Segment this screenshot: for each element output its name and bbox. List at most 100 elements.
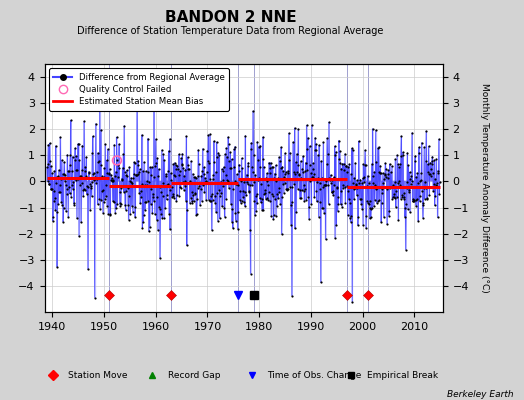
Point xyxy=(275,189,283,195)
Point xyxy=(175,193,183,199)
Point xyxy=(144,198,152,204)
Point xyxy=(158,215,167,221)
Point xyxy=(70,200,78,206)
Point xyxy=(178,162,186,168)
Point xyxy=(372,186,380,192)
Point xyxy=(294,126,302,132)
Point xyxy=(257,199,265,206)
Point xyxy=(233,180,242,187)
Point xyxy=(250,179,258,186)
Point xyxy=(354,214,363,220)
Point xyxy=(399,149,407,155)
Point xyxy=(375,196,384,203)
Point xyxy=(420,196,429,202)
Point xyxy=(294,162,302,168)
Point xyxy=(377,170,385,177)
Point xyxy=(188,198,196,204)
Point xyxy=(246,182,254,189)
Point xyxy=(332,222,341,228)
Point xyxy=(271,196,279,203)
Point xyxy=(148,190,157,197)
Point xyxy=(255,174,264,181)
Point xyxy=(303,146,311,152)
Point xyxy=(433,183,441,189)
Point xyxy=(74,176,82,182)
Point xyxy=(134,162,143,168)
Point xyxy=(219,168,227,174)
Point xyxy=(134,158,142,164)
Point xyxy=(322,181,331,188)
Point xyxy=(364,172,372,179)
Point xyxy=(56,188,64,195)
Point xyxy=(178,161,186,168)
Point xyxy=(166,186,174,193)
Point xyxy=(91,176,99,182)
Point xyxy=(307,201,315,208)
Point xyxy=(330,174,338,180)
Point xyxy=(187,195,195,201)
Point xyxy=(264,196,272,203)
Point xyxy=(390,179,399,186)
Point xyxy=(354,222,362,228)
Point xyxy=(217,190,225,196)
Point xyxy=(381,172,389,178)
Point xyxy=(165,210,173,217)
Point xyxy=(204,197,213,203)
Point xyxy=(228,225,237,231)
Point xyxy=(126,211,135,217)
Point xyxy=(226,149,235,156)
Point xyxy=(243,181,252,188)
Point xyxy=(247,146,255,152)
Point xyxy=(305,216,313,222)
Point xyxy=(425,192,434,198)
Point xyxy=(121,202,129,208)
Point xyxy=(316,199,324,205)
Point xyxy=(132,204,140,210)
Point xyxy=(66,190,74,196)
Point xyxy=(73,215,81,222)
Point xyxy=(224,134,232,140)
Point xyxy=(432,182,440,189)
Point xyxy=(195,180,204,186)
Point xyxy=(412,202,420,209)
Point xyxy=(142,199,150,206)
Point xyxy=(282,169,290,175)
Point xyxy=(343,212,352,218)
Point xyxy=(187,158,195,164)
Point xyxy=(105,166,114,172)
Point xyxy=(151,163,159,169)
Point xyxy=(149,198,158,204)
Point xyxy=(235,161,243,168)
Point xyxy=(221,214,229,220)
Point xyxy=(235,168,244,174)
Point xyxy=(275,185,283,191)
Point xyxy=(237,155,246,161)
Point xyxy=(46,140,54,146)
Point xyxy=(352,192,361,198)
Point xyxy=(344,164,352,170)
Point xyxy=(258,196,266,202)
Point xyxy=(389,182,397,188)
Point xyxy=(244,162,252,169)
Point xyxy=(345,196,353,202)
Point xyxy=(83,191,91,197)
Point xyxy=(294,172,303,178)
Point xyxy=(188,200,196,206)
Point xyxy=(170,195,179,201)
Point xyxy=(430,181,438,187)
Point xyxy=(60,159,69,165)
Point xyxy=(149,194,157,200)
Point xyxy=(107,176,115,183)
Point xyxy=(137,194,145,200)
Point xyxy=(359,161,368,168)
Point xyxy=(48,170,57,176)
Point xyxy=(80,168,89,174)
Point xyxy=(44,161,52,167)
Point xyxy=(269,216,278,223)
Point xyxy=(97,188,106,194)
Point xyxy=(66,152,74,159)
Point xyxy=(297,174,305,181)
Point xyxy=(306,162,314,168)
Point xyxy=(162,171,170,177)
Point xyxy=(292,151,301,157)
